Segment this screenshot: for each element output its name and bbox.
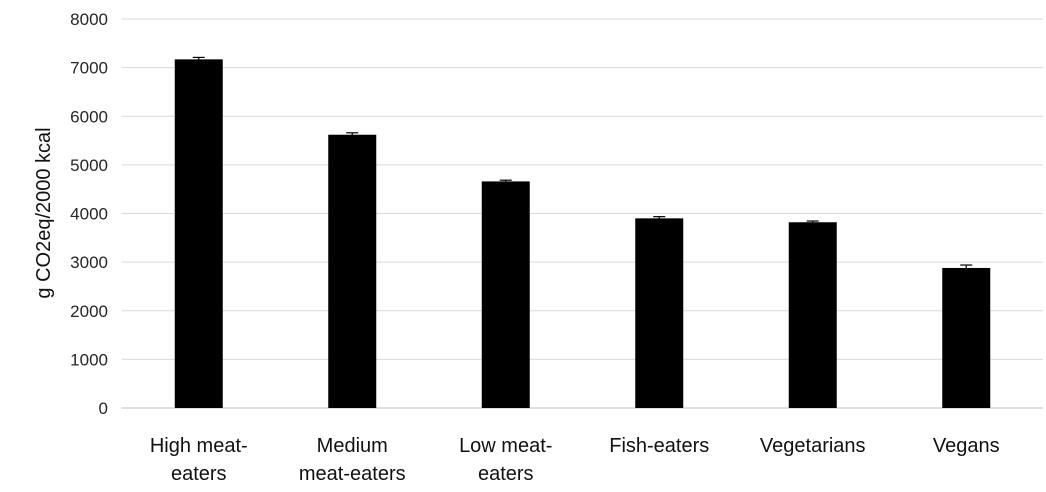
bars (174, 59, 991, 409)
y-axis-title: g CO2eq/2000 kcal (33, 127, 55, 298)
x-category-label: Vegans (933, 435, 1000, 457)
x-category-label: Vegetarians (760, 435, 866, 457)
x-category-label: Low meat-eaters (459, 435, 552, 485)
y-tick-label: 2000 (70, 302, 108, 321)
y-tick-label: 8000 (70, 10, 108, 29)
y-tick-label: 6000 (70, 107, 108, 126)
error-bar (960, 264, 973, 271)
x-category-label-line: eaters (171, 463, 227, 485)
x-category-label-line: Medium (317, 435, 388, 457)
x-category-label-line: High meat- (150, 435, 248, 457)
x-category-label-line: eaters (478, 463, 534, 485)
error-bars (192, 56, 973, 271)
y-tick-label: 0 (99, 399, 108, 418)
bar (788, 222, 837, 408)
x-category-label-line: Fish-eaters (609, 435, 709, 457)
error-bar (653, 216, 666, 221)
y-tick-label: 7000 (70, 59, 108, 78)
y-tick-label: 3000 (70, 253, 108, 272)
x-category-label-line: meat-eaters (299, 463, 406, 485)
y-tick-label: 1000 (70, 350, 108, 369)
bar (174, 59, 223, 408)
error-bar (806, 220, 819, 224)
y-tick-label: 4000 (70, 205, 108, 224)
bar (635, 218, 684, 408)
x-category-label-line: Low meat- (459, 435, 552, 457)
gridlines (122, 18, 1043, 409)
x-category-label: Medium meat-eaters (299, 435, 406, 485)
y-axis-ticks: 0 1000 2000 3000 4000 5000 6000 7000 8000 (70, 10, 108, 418)
y-tick-label: 5000 (70, 156, 108, 175)
bar (481, 181, 530, 408)
x-category-label-line: Vegetarians (760, 435, 866, 457)
error-bar (192, 56, 205, 62)
error-bar (499, 179, 512, 183)
error-bar (346, 132, 359, 137)
x-axis-labels: High meat-eaters Medium meat-eaters Low mea… (150, 435, 1000, 485)
x-category-label-line: Vegans (933, 435, 1000, 457)
bar (942, 267, 991, 408)
x-category-label: High meat-eaters (150, 435, 248, 485)
bar (328, 134, 377, 409)
x-category-label: Fish-eaters (609, 435, 709, 457)
